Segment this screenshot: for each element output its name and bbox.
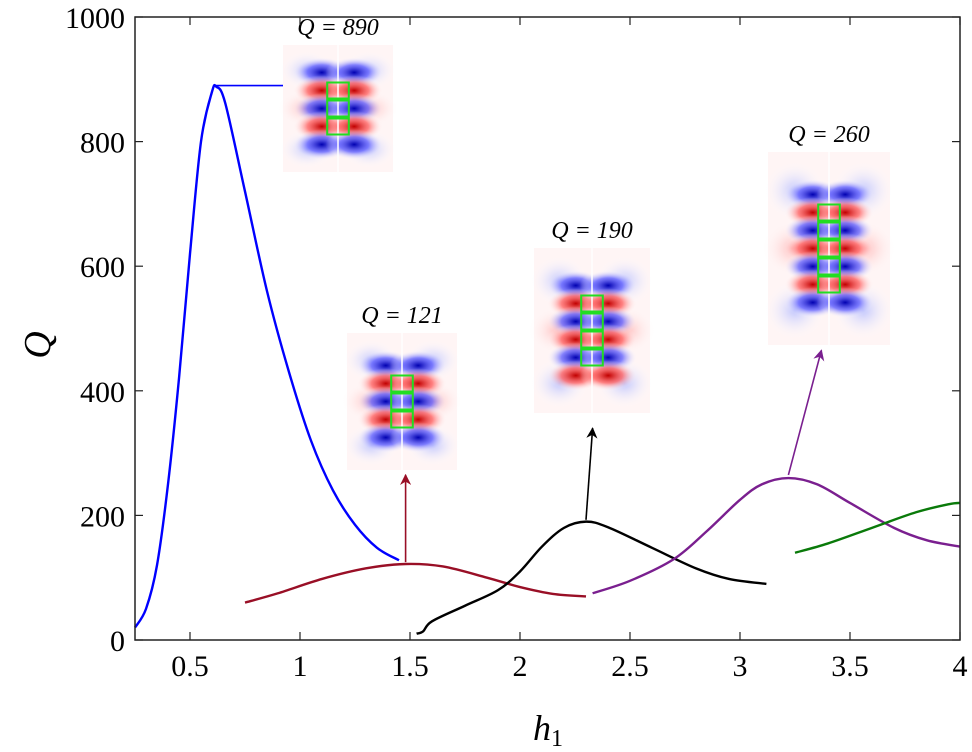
- x-tick-label: 0.5: [171, 650, 209, 683]
- resonator-outline: [390, 392, 414, 411]
- resonator-outline: [817, 257, 841, 276]
- resonator-outline: [817, 239, 841, 258]
- x-tick-label: 1.5: [391, 650, 429, 683]
- inset-q-label: Q = 260: [788, 122, 870, 148]
- x-tick-label: 4: [953, 650, 968, 683]
- series-line-mode-4: [592, 476, 961, 595]
- ticks: 0.5 1 1.5 2 2.5 3 3.5 4 0 200 400 600 800 1000: [65, 2, 968, 683]
- inset-q-label: Q = 121: [361, 303, 443, 329]
- y-tick-label: 400: [80, 376, 125, 409]
- y-axis-label: Q: [17, 331, 59, 358]
- y-tick-label: 1000: [65, 2, 125, 35]
- x-tick-label: 3: [733, 650, 748, 683]
- plot-frame: [134, 16, 961, 641]
- series-line-mode-2: [244, 562, 587, 604]
- resonator-outline: [817, 221, 841, 240]
- annotation-arrow: [585, 427, 598, 520]
- resonator-outline: [817, 275, 841, 294]
- x-axis-label-subscript: 1: [551, 726, 563, 747]
- y-tick-label: 0: [110, 625, 125, 658]
- resonator-outline: [580, 348, 604, 367]
- x-tick-label: 2.5: [611, 650, 649, 683]
- x-tick-label: 3.5: [831, 650, 869, 683]
- mode-field-inset: [341, 333, 463, 470]
- resonator-outline: [390, 410, 414, 429]
- resonator-outline: [326, 81, 350, 100]
- annotation-arrow: [787, 349, 825, 476]
- resonator-outline: [326, 99, 350, 118]
- axes: [134, 16, 961, 641]
- resonator-outline: [817, 203, 841, 222]
- y-tick-label: 800: [80, 127, 125, 160]
- series-line-mode-1: [133, 83, 400, 629]
- resonator-outline: [580, 330, 604, 349]
- resonator-outline: [390, 374, 414, 393]
- y-tick-label: 600: [80, 251, 125, 284]
- mode-field-inset: [277, 45, 399, 172]
- x-axis-label: h1: [533, 708, 563, 747]
- mode-field-inset: [528, 248, 656, 413]
- inset-layer: Q = 890 Q = 121 Q = 190 Q = 260: [214, 15, 897, 563]
- x-tick-label: 2: [513, 650, 528, 683]
- y-tick-label: 200: [80, 500, 125, 533]
- x-tick-label: 1: [293, 650, 308, 683]
- inset-q-label: Q = 890: [297, 15, 379, 41]
- resonator-outline: [580, 312, 604, 331]
- series-line-mode-5: [794, 501, 961, 554]
- mode-field-inset: [761, 152, 897, 345]
- series-line-mode-3: [416, 520, 767, 635]
- series-layer: [133, 83, 961, 635]
- resonator-outline: [326, 117, 350, 136]
- inset-q-label: Q = 190: [551, 218, 633, 244]
- resonator-outline: [580, 294, 604, 313]
